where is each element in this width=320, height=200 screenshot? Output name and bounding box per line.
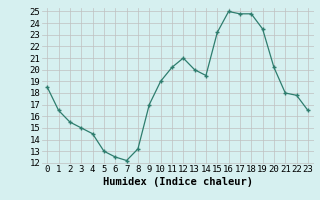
X-axis label: Humidex (Indice chaleur): Humidex (Indice chaleur) bbox=[103, 177, 252, 187]
